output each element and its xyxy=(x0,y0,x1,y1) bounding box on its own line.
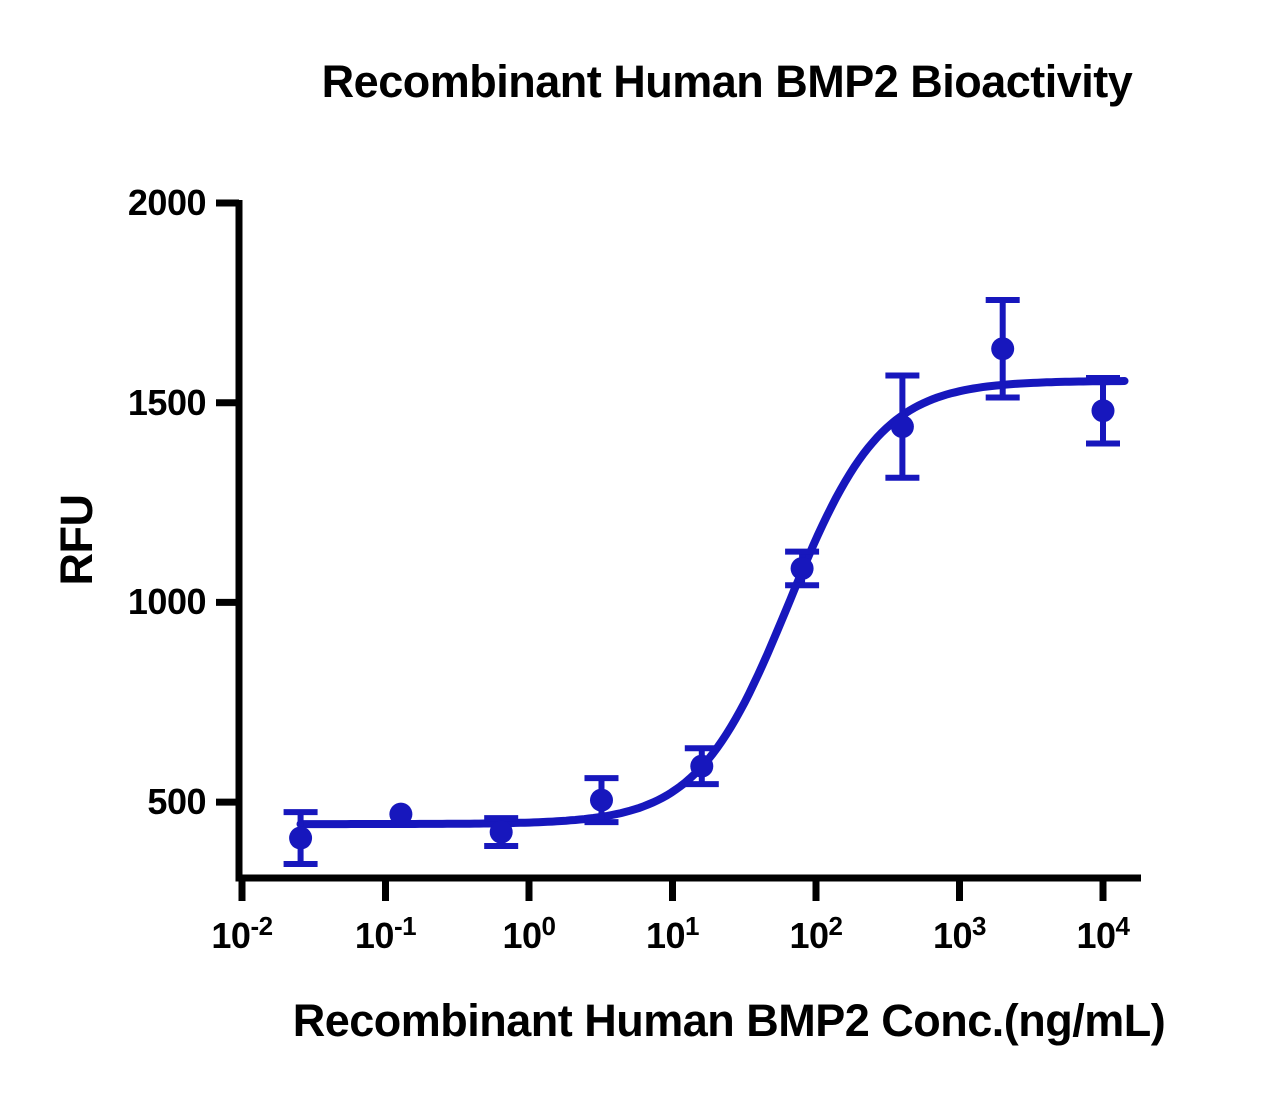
x-tick-label: 10-1 xyxy=(354,911,417,956)
x-tick-label: 10-2 xyxy=(211,911,273,956)
x-tick-label: 104 xyxy=(1076,911,1130,956)
data-point xyxy=(690,754,714,778)
data-point xyxy=(1091,399,1115,423)
x-axis-label: Recombinant Human BMP2 Conc.(ng/mL) xyxy=(292,995,1166,1046)
fit-curve xyxy=(296,377,1129,829)
y-tick-label: 500 xyxy=(147,781,206,823)
y-tick-label: 1000 xyxy=(127,581,207,623)
x-tick-label: 101 xyxy=(645,911,700,956)
x-tick-label: 100 xyxy=(502,911,556,956)
y-tick-label: 2000 xyxy=(127,182,207,223)
data-point xyxy=(589,788,613,812)
data-point xyxy=(790,556,814,580)
chart-title: Recombinant Human BMP2 Bioactivity xyxy=(321,56,1133,107)
x-tick-label: 102 xyxy=(789,911,843,956)
data-point xyxy=(489,820,513,844)
data-point xyxy=(389,802,413,826)
y-tick-label: 1500 xyxy=(127,381,207,423)
data-point xyxy=(991,337,1015,361)
data-point xyxy=(890,415,914,439)
data-point xyxy=(289,826,313,850)
x-tick-label: 103 xyxy=(932,911,987,956)
